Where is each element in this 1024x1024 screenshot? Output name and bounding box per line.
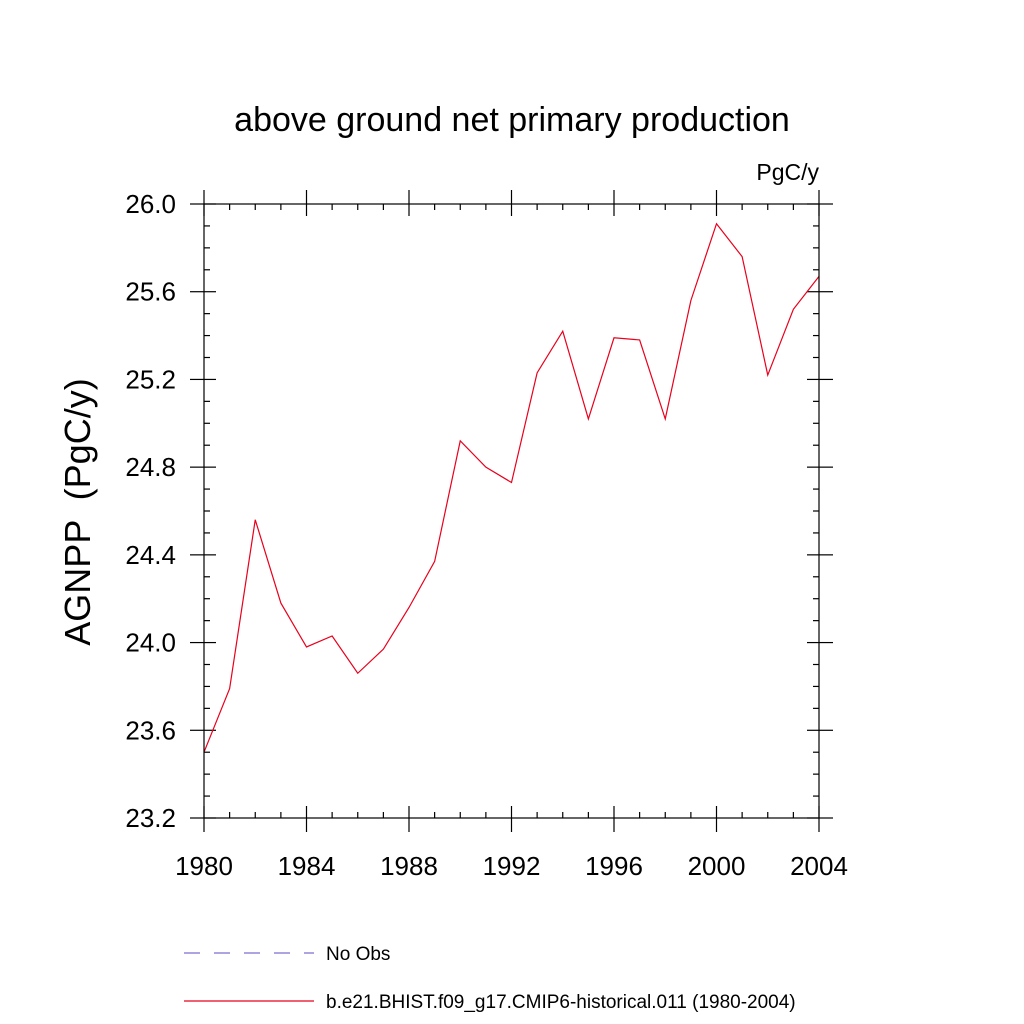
y-tick-label: 25.6 [125,277,176,307]
tick-labels: 1980 1984 1988 1992 1996 2000 2004 23.2 23.6 24.0… [125,189,848,881]
legend-label-historical: b.e21.BHIST.f09_g17.CMIP6-historical.011… [326,992,796,1013]
y-tick-label: 24.4 [125,540,176,570]
x-tick-label: 1980 [175,851,233,881]
legend-label-no-obs: No Obs [326,944,390,965]
y-tick-label: 23.2 [125,803,176,833]
series-lines [203,222,820,753]
plot-frame [203,203,820,819]
y-tick-label: 23.6 [125,715,176,745]
series-line-1 [203,222,820,753]
units-label: PgC/y [756,159,819,185]
legend: No Obs b.e21.BHIST.f09_g17.CMIP6-histori… [184,944,796,1013]
x-tick-label: 1984 [278,851,336,881]
y-tick-label: 26.0 [125,189,176,219]
x-tick-label: 1992 [483,851,541,881]
x-tick-label: 2000 [688,851,746,881]
x-tick-label: 1996 [585,851,643,881]
y-axis-title: AGNPP (PgC/y) [57,378,98,645]
y-tick-label: 24.0 [125,628,176,658]
y-tick-label: 25.2 [125,364,176,394]
x-tick-label: 2004 [790,851,848,881]
x-tick-label: 1988 [380,851,438,881]
y-tick-label: 24.8 [125,452,176,482]
chart-title: above ground net primary production [234,101,790,139]
axis-ticks [190,190,833,832]
